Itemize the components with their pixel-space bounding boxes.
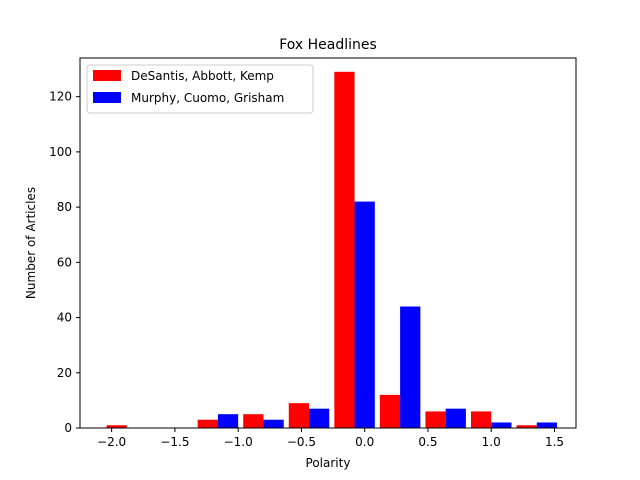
bar-series-2-bin-2: [263, 419, 284, 428]
bar-series-1-bin-9: [516, 425, 537, 428]
y-axis-label: Number of Articles: [24, 187, 38, 299]
plot-frame: [79, 57, 577, 429]
x-tick-label: −1.5: [160, 435, 189, 449]
x-axis-label: Polarity: [306, 456, 351, 470]
x-tick-label: 0.0: [355, 435, 374, 449]
y-tick-label: 120: [49, 90, 72, 104]
legend-swatch-series-1: [93, 70, 121, 81]
x-tick-label: 1.5: [545, 435, 564, 449]
legend-label-series-2: Murphy, Cuomo, Grisham: [131, 91, 284, 105]
y-tick-label: 80: [57, 200, 72, 214]
bar-series-1-bin-4: [288, 403, 310, 428]
x-tick-label: 0.5: [418, 435, 437, 449]
x-tick-label: −0.5: [287, 435, 316, 449]
legend: DeSantis, Abbott, Kemp Murphy, Cuomo, Gr…: [86, 64, 314, 114]
bar-series-2-bin-7: [491, 422, 512, 428]
y-tick-label: 60: [57, 255, 72, 269]
bar-series-1-bin-6: [379, 394, 401, 428]
y-tick-label: 100: [49, 145, 72, 159]
legend-swatch-series-2: [93, 92, 121, 103]
bar-series-1-bin-3: [243, 414, 264, 428]
bar-series-1-bin-8: [470, 411, 492, 428]
bar-series-2-bin-4: [354, 201, 375, 428]
x-axis: −2.0 −1.5 −1.0 −0.5 0.0 0.5 1.0 1.5: [97, 428, 564, 449]
legend-frame: [86, 64, 314, 114]
bar-series-1-bin-7: [425, 411, 446, 428]
bar-series-2-bin-8: [536, 422, 558, 428]
x-tick-label: −2.0: [97, 435, 126, 449]
bar-series-2-bin-6: [445, 408, 466, 428]
y-tick-label: 20: [57, 366, 72, 380]
y-tick-label: 40: [57, 311, 72, 325]
legend-label-series-1: DeSantis, Abbott, Kemp: [131, 69, 274, 83]
chart-title: Fox Headlines: [279, 37, 377, 53]
bar-series-1-bin-2: [197, 419, 218, 428]
bar-series-1-bin-5: [334, 71, 355, 428]
bar-series-2-bin-5: [400, 306, 421, 428]
y-axis: 0 20 40 60 80 100 120: [49, 90, 80, 435]
x-tick-label: −1.0: [224, 435, 253, 449]
y-tick-label: 0: [64, 421, 72, 435]
bar-series-2-bin-1: [217, 414, 239, 428]
bars-layer: [106, 71, 558, 428]
x-tick-label: 1.0: [482, 435, 501, 449]
bar-series-1-bin-1: [106, 425, 127, 428]
bar-series-2-bin-3: [309, 408, 330, 428]
